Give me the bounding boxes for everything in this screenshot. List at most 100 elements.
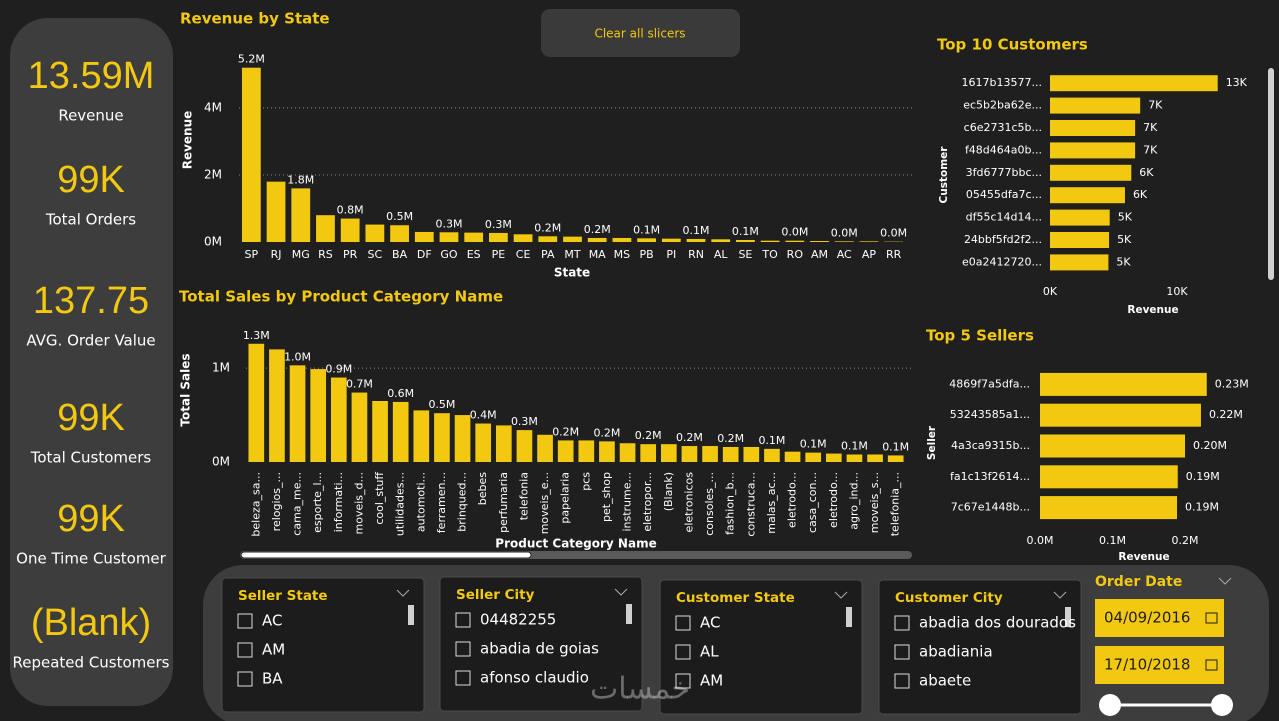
date-slicer-title: Order Date: [1095, 574, 1182, 590]
checkbox[interactable]: [894, 644, 910, 660]
bar: [289, 365, 306, 462]
bar: [1040, 403, 1201, 427]
bar: [578, 440, 595, 462]
bar: [587, 237, 607, 242]
kpi-value: 99K: [57, 397, 125, 439]
bar: [661, 238, 681, 242]
checkbox[interactable]: [455, 612, 471, 628]
bar: [784, 451, 801, 462]
slicer-item[interactable]: 04482255: [480, 611, 556, 629]
checkbox[interactable]: [237, 642, 253, 658]
bar: [365, 224, 385, 242]
bar: [538, 236, 558, 242]
bar: [736, 239, 755, 242]
x-tick-label: moveis_e...: [538, 472, 551, 534]
checkbox[interactable]: [894, 673, 910, 689]
checkbox[interactable]: [455, 670, 471, 686]
dropdown-chevron[interactable]: [834, 591, 848, 599]
y-tick-label: fa1c13f2614...: [950, 470, 1030, 483]
x-tick-label: AM: [811, 248, 828, 261]
slicer-item[interactable]: AC: [262, 612, 282, 630]
date-input[interactable]: [1095, 646, 1224, 684]
y-tick-label: 4M: [204, 100, 222, 114]
clear-button-label[interactable]: Clear all slicers: [594, 27, 685, 41]
slicer-item[interactable]: abadiania: [919, 643, 993, 661]
bar: [351, 392, 368, 462]
bar: [316, 215, 335, 242]
bar: [392, 401, 409, 462]
slicer-item[interactable]: abadia dos dourados: [919, 614, 1076, 632]
x-tick-label: MA: [589, 248, 606, 261]
slicer-item[interactable]: abadia de goias: [480, 640, 599, 658]
dropdown-chevron[interactable]: [1053, 591, 1067, 599]
slicer-item[interactable]: AM: [262, 641, 285, 659]
kpi-label: Repeated Customers: [13, 654, 170, 672]
bar: [619, 443, 636, 462]
bar: [557, 440, 574, 462]
slicer-item[interactable]: AL: [700, 643, 719, 661]
kpi-label: Revenue: [58, 107, 123, 125]
bar: [859, 241, 879, 242]
scroll-thumb[interactable]: [408, 605, 414, 625]
date-value[interactable]: 17/10/2018: [1104, 656, 1190, 674]
clear-button[interactable]: [541, 9, 740, 57]
x-tick-label: eletropor...: [641, 472, 654, 532]
value-label: 1.0M: [284, 350, 311, 363]
dropdown-chevron[interactable]: [1218, 577, 1232, 585]
scrollbar-thumb[interactable]: [240, 551, 532, 559]
x-tick-label: eletrodo...: [786, 472, 799, 528]
bar: [516, 430, 533, 462]
checkbox[interactable]: [894, 615, 910, 631]
bar: [495, 425, 512, 462]
bar: [439, 232, 459, 242]
slicer-item[interactable]: AM: [700, 672, 723, 690]
scroll-thumb[interactable]: [626, 604, 632, 624]
checkbox[interactable]: [455, 641, 471, 657]
date-input[interactable]: [1095, 599, 1224, 637]
checkbox[interactable]: [675, 673, 691, 689]
dropdown-chevron[interactable]: [614, 588, 628, 596]
scroll-thumb[interactable]: [846, 607, 852, 627]
chart-title: Top 10 Customers: [937, 36, 1088, 54]
bar: [1050, 120, 1136, 136]
value-label: 6K: [1139, 166, 1154, 179]
kpi-value: 99K: [57, 159, 125, 201]
x-tick-label: RS: [318, 248, 333, 261]
bar: [660, 444, 677, 462]
date-slider-handle[interactable]: [1211, 694, 1233, 716]
x-tick-label: brinqued...: [456, 472, 469, 532]
x-tick-label: RO: [787, 248, 804, 261]
bar: [1050, 232, 1110, 248]
checkbox[interactable]: [675, 644, 691, 660]
calendar-icon[interactable]: [1205, 659, 1218, 671]
watermark: خمسات: [590, 672, 690, 707]
bar: [810, 240, 829, 242]
slicer-item[interactable]: AC: [700, 614, 720, 632]
bar: [681, 446, 698, 462]
x-tick-label: esporte_l...: [311, 472, 324, 533]
scroll-thumb[interactable]: [1065, 607, 1071, 627]
bar: [475, 423, 492, 462]
x-tick-label: MS: [614, 248, 630, 261]
scrollbar-thumb[interactable]: [1268, 68, 1274, 280]
x-tick-label: cool_stuff: [373, 472, 386, 525]
checkbox[interactable]: [675, 615, 691, 631]
checkbox[interactable]: [237, 671, 253, 687]
date-slider-handle[interactable]: [1099, 694, 1121, 716]
value-label: 0.8M: [337, 204, 364, 217]
checkbox[interactable]: [237, 613, 253, 629]
value-label: 0.9M: [325, 363, 352, 376]
slicer-item[interactable]: BA: [262, 670, 283, 688]
slicer-item[interactable]: afonso claudio: [480, 669, 589, 687]
x-tick-label: perfumaria: [497, 472, 510, 533]
value-label: 0.2M: [717, 432, 744, 445]
bar: [1050, 187, 1125, 204]
bar: [414, 231, 434, 242]
slicer-item[interactable]: abaete: [919, 672, 971, 690]
date-value[interactable]: 04/09/2016: [1104, 609, 1190, 627]
value-label: 0.2M: [593, 426, 620, 439]
bar: [1040, 465, 1178, 489]
dropdown-chevron[interactable]: [396, 589, 410, 597]
calendar-icon[interactable]: [1205, 612, 1218, 624]
x-tick-label: 10K: [1166, 285, 1188, 298]
